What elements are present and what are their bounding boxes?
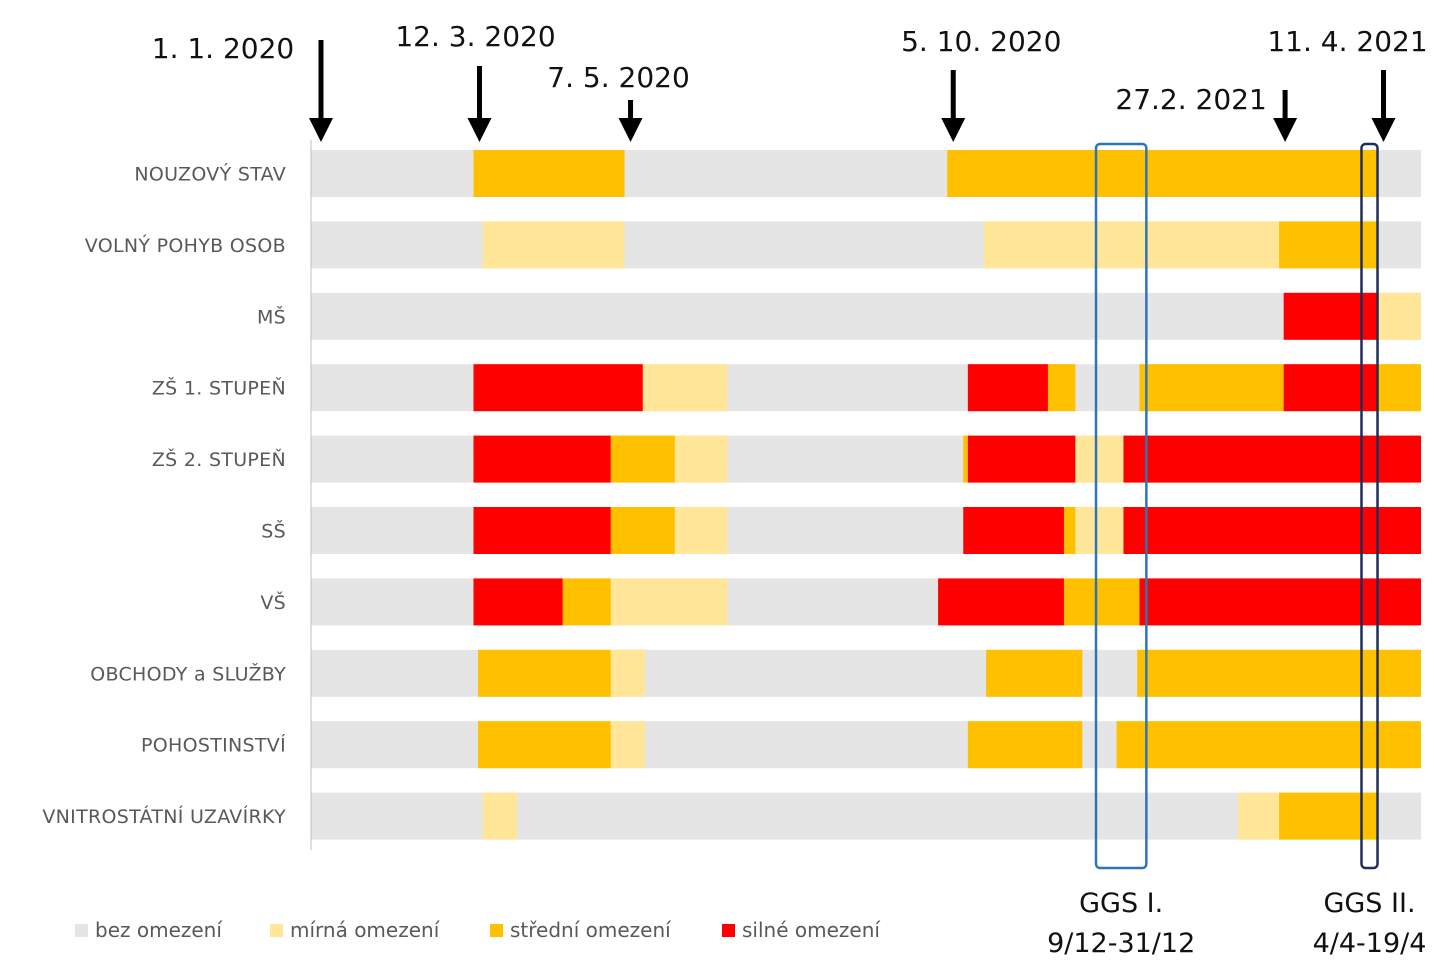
segment-mirna — [1237, 792, 1280, 840]
segment-mirna — [674, 435, 728, 483]
segment-stredni — [1279, 792, 1378, 840]
segment-mirna — [1377, 292, 1421, 340]
segment-silne — [473, 578, 563, 626]
segment-silne — [967, 435, 1076, 483]
segment-stredni — [947, 150, 1378, 197]
date-annotation-label: 1. 1. 2020 — [152, 32, 295, 65]
row-label: VNITROSTÁTNÍ UZAVÍRKY — [42, 805, 286, 828]
segment-mirna — [610, 721, 646, 769]
segment-mirna — [1075, 507, 1124, 554]
segment-stredni — [1063, 507, 1076, 554]
segment-silne — [1123, 507, 1421, 554]
segment-stredni — [1063, 578, 1140, 626]
segment-stredni — [473, 150, 625, 197]
segment-silne — [963, 507, 1064, 554]
legend-label-mirna: mírná omezení — [290, 918, 441, 942]
segment-stredni — [1137, 649, 1421, 697]
segment-mirna — [482, 792, 517, 840]
arrow-head — [1371, 118, 1396, 142]
legend-label-stredni: střední omezení — [510, 918, 672, 942]
row-label: SŠ — [261, 519, 286, 543]
legend-swatch-stredni — [490, 924, 503, 937]
ggs-highlight-boxes: GGS I. 9/12-31/12 GGS II. 4/4-19/4 — [1047, 142, 1427, 959]
row-label: ZŠ 1. STUPEŇ — [152, 376, 286, 400]
segment-silne — [1139, 578, 1421, 626]
row-label: OBCHODY a SLUŽBY — [90, 662, 286, 685]
segment-stredni — [1139, 364, 1284, 412]
ggs-box-dates: 9/12-31/12 — [1047, 928, 1195, 959]
segment-stredni — [967, 721, 1083, 769]
row-labels: NOUZOVÝ STAV VOLNÝ POHYB OSOB MŠ ZŠ 1. STUP… — [42, 163, 286, 829]
segment-stredni — [1116, 721, 1421, 769]
arrow-head — [1273, 118, 1298, 142]
segment-silne — [473, 435, 611, 483]
ggs-box-title: GGS I. — [1079, 888, 1163, 919]
segment-stredni — [478, 649, 611, 697]
row-background — [311, 292, 1421, 340]
segment-stredni — [562, 578, 611, 626]
segment-silne — [1123, 435, 1421, 483]
legend: bez omezení mírná omezení střední omezení s… — [75, 918, 881, 942]
segment-stredni — [1047, 364, 1076, 412]
arrow-head — [941, 118, 966, 142]
segment-stredni — [963, 435, 968, 483]
ggs-box — [1360, 142, 1379, 870]
ggs-box-title: GGS II. — [1323, 888, 1415, 919]
date-annotation-label: 27.2. 2021 — [1115, 83, 1266, 116]
legend-label-silne: silné omezení — [742, 918, 881, 942]
row-label: NOUZOVÝ STAV — [134, 163, 286, 186]
segment-stredni — [1377, 364, 1421, 412]
segment-silne — [1283, 292, 1378, 340]
date-annotation-label: 5. 10. 2020 — [901, 25, 1061, 58]
legend-label-bez: bez omezení — [95, 918, 223, 942]
row-label: MŠ — [257, 304, 286, 328]
segment-silne — [1283, 364, 1378, 412]
segment-mirna — [482, 221, 625, 269]
arrow-head — [467, 118, 492, 142]
segment-mirna — [610, 578, 728, 626]
date-annotations: 1. 1. 2020 12. 3. 2020 7. 5. 2020 5. 10. 20… — [152, 20, 1428, 142]
restriction-segments — [473, 150, 1421, 840]
segment-stredni — [986, 649, 1083, 697]
row-label: VŠ — [260, 590, 286, 614]
row-label: VOLNÝ POHYB OSOB — [85, 234, 286, 257]
arrow-head — [309, 118, 333, 142]
legend-swatch-mirna — [270, 924, 283, 937]
segment-stredni — [610, 435, 675, 483]
segment-silne — [967, 364, 1048, 412]
segment-stredni — [478, 721, 611, 769]
segment-mirna — [610, 649, 646, 697]
date-annotation-label: 12. 3. 2020 — [395, 20, 555, 53]
date-annotation-label: 7. 5. 2020 — [547, 61, 690, 94]
ggs-box-dates: 4/4-19/4 — [1313, 928, 1427, 959]
segment-mirna — [674, 507, 728, 554]
legend-swatch-silne — [722, 924, 735, 937]
segment-stredni — [1279, 221, 1378, 269]
segment-silne — [473, 507, 611, 554]
ggs-box — [1094, 142, 1148, 870]
segment-silne — [473, 364, 643, 412]
arrow-head — [618, 118, 643, 142]
row-label: ZŠ 2. STUPEŇ — [152, 447, 286, 471]
date-annotation-label: 11. 4. 2021 — [1267, 25, 1427, 58]
legend-swatch-bez — [75, 924, 88, 937]
segment-mirna — [642, 364, 728, 412]
segment-silne — [938, 578, 1064, 626]
segment-stredni — [610, 507, 675, 554]
row-label: POHOSTINSTVÍ — [141, 734, 286, 757]
segment-mirna — [983, 221, 1280, 269]
segment-mirna — [1075, 435, 1124, 483]
